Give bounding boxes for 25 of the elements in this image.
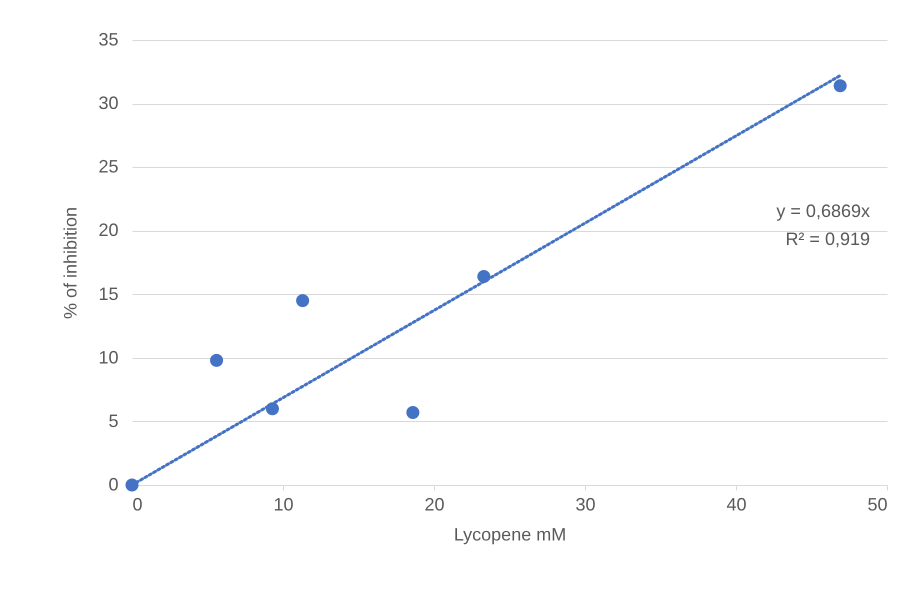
- point: [125, 478, 139, 492]
- annotation: R² = 0,919: [785, 229, 870, 249]
- x-tick-label: 50: [867, 494, 888, 514]
- y-tick-label: 25: [98, 156, 118, 177]
- x-tick-label: 0: [132, 494, 143, 514]
- x-tick-label: 10: [273, 494, 294, 514]
- x-tick-label: 40: [726, 494, 747, 514]
- point: [266, 402, 279, 416]
- y-tick-label: 10: [98, 347, 118, 368]
- y-axis-title: % of inhibition: [60, 206, 80, 320]
- y-tick-label: 5: [108, 410, 118, 431]
- y-tick-label: 0: [108, 474, 118, 494]
- point: [210, 354, 224, 367]
- point: [406, 406, 420, 420]
- y-tick-label: 35: [98, 30, 118, 50]
- y-tick-label: 30: [98, 93, 118, 114]
- y-tick-label: 15: [98, 284, 118, 304]
- point: [296, 294, 310, 308]
- point: [477, 270, 490, 283]
- annotation: y = 0,6869x: [776, 201, 870, 221]
- x-tick-label: 20: [424, 494, 445, 514]
- point: [834, 79, 847, 92]
- y-tick-label: 20: [98, 220, 118, 240]
- x-axis-title: Lycopene mM: [454, 524, 566, 544]
- x-tick-label: 30: [575, 494, 596, 514]
